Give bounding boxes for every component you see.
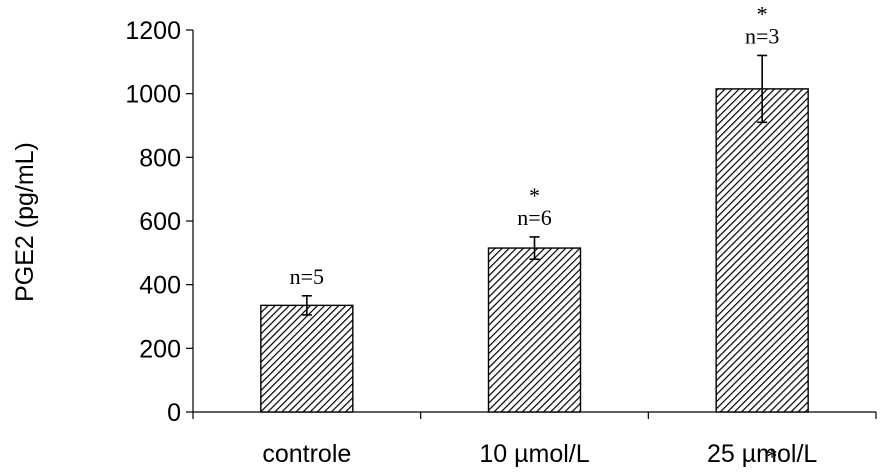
significance-asterisk: * — [529, 183, 540, 208]
bars — [260, 88, 809, 413]
y-axis: 0 200 400 600 800 1000 1200 — [125, 17, 194, 427]
y-tick-label: 0 — [167, 399, 181, 427]
y-tick-label: 400 — [139, 272, 181, 300]
significance-asterisk: * — [757, 1, 768, 26]
y-tick-label: 1200 — [125, 17, 181, 45]
y-tick-label: 800 — [139, 144, 181, 172]
error-bar — [529, 236, 540, 261]
sample-size-label: n=6 — [517, 205, 551, 230]
error-bar — [301, 295, 312, 316]
x-axis: controle 10 µmol/L 25 µmol/L — [192, 411, 877, 468]
error-bar — [757, 54, 768, 124]
annotations: n=5n=6*n=3* — [290, 1, 780, 288]
x-tick-label: 25 µmol/L — [707, 440, 817, 468]
sample-size-label: n=3 — [745, 23, 779, 48]
bar — [260, 304, 354, 413]
bar — [487, 247, 582, 413]
y-axis-title: PGE2 (pg/mL) — [11, 142, 39, 302]
y-tick-label: 600 — [139, 208, 181, 236]
x-tick-label: 10 µmol/L — [479, 440, 589, 468]
y-tick-label: 1000 — [125, 81, 181, 109]
y-tick-label: 200 — [139, 335, 181, 363]
sample-size-label: n=5 — [290, 264, 324, 289]
error-bars — [301, 54, 768, 316]
bar — [715, 88, 809, 413]
extra-asterisk: * — [767, 444, 778, 469]
x-tick-label: controle — [262, 440, 351, 468]
